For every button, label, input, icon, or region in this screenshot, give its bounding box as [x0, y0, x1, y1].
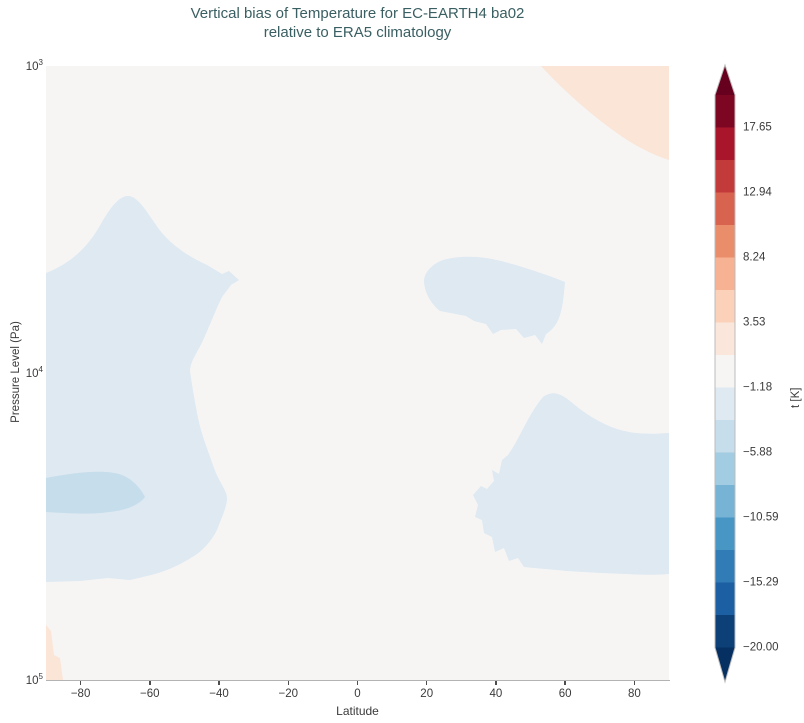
- contour-region-southern-cool-core: [46, 471, 145, 514]
- colorbar-band: [715, 452, 735, 486]
- colorbar-tick-label: 8.24: [743, 252, 766, 264]
- contour-region-south-polar-surface-warm: [46, 625, 63, 680]
- colorbar-band: [715, 322, 735, 356]
- colorbar-tick-label: 17.65: [743, 122, 772, 134]
- y-tick-label: 104: [25, 365, 43, 380]
- colorbar-tick-label: −1.18: [743, 382, 772, 394]
- colorbar-band: [715, 355, 735, 388]
- contour-region-northern-lower-cool: [473, 393, 669, 575]
- x-tick-label: 60: [558, 688, 572, 700]
- x-tick-mark: [79, 681, 82, 685]
- x-tick-label: −20: [278, 688, 299, 700]
- x-tick-label: 20: [420, 688, 434, 700]
- colorbar-label: t [K]: [790, 387, 802, 408]
- colorbar-band: [715, 615, 735, 648]
- colorbar-band: [715, 387, 735, 421]
- chart-title-line2: relative to ERA5 climatology: [263, 24, 452, 41]
- colorbar-outline: [714, 63, 736, 684]
- x-tick-mark: [633, 681, 636, 685]
- x-tick-label: −80: [70, 688, 91, 700]
- x-axis-spine: [46, 680, 670, 681]
- colorbar-band: [715, 582, 735, 616]
- x-tick-mark: [149, 681, 151, 685]
- colorbar-band: [715, 517, 735, 551]
- contour-region-north-polar-warm: [541, 66, 669, 160]
- colorbar-band: [715, 290, 735, 323]
- colorbar-band: [715, 160, 735, 193]
- colorbar-tick-label: 3.53: [743, 317, 765, 329]
- contour-plot-area: [46, 66, 669, 680]
- colorbar: 17.65 12.94 8.24 3.53 −1.18 −5.88 −10.59 −15.29…: [714, 63, 779, 684]
- x-tick-mark: [495, 681, 497, 685]
- colorbar-band: [715, 550, 735, 583]
- colorbar-band: [715, 225, 735, 258]
- x-tick-mark: [356, 681, 359, 685]
- colorbar-tick-label: −15.29: [743, 577, 779, 589]
- x-tick-mark: [287, 681, 290, 685]
- colorbar-band: [715, 420, 735, 453]
- x-tick-label: 40: [489, 688, 503, 700]
- x-tick-label: −40: [209, 688, 229, 700]
- y-tick-label: 105: [25, 672, 43, 687]
- colorbar-band: [715, 95, 735, 128]
- colorbar-over-arrow: [715, 65, 735, 95]
- x-tick-label: 0: [354, 688, 361, 700]
- chart-title-line1: Vertical bias of Temperature for EC-EART…: [190, 5, 525, 22]
- colorbar-under-arrow: [715, 647, 735, 682]
- x-tick-mark: [218, 681, 220, 685]
- colorbar-band: [715, 485, 735, 518]
- colorbar-tick-label: −5.88: [743, 447, 772, 459]
- x-tick-mark: [425, 681, 428, 685]
- contour-region-northern-upper-cool-patch: [424, 256, 565, 344]
- colorbar-tick-label: −10.59: [743, 512, 779, 524]
- colorbar-band: [715, 257, 735, 291]
- colorbar-band: [715, 127, 735, 161]
- chart-title: Vertical bias of Temperature for EC-EART…: [46, 4, 669, 42]
- x-tick-mark: [564, 681, 566, 685]
- colorbar-band: [715, 192, 735, 226]
- y-tick-label: 103: [25, 58, 43, 73]
- colorbar-tick-label: 12.94: [743, 187, 772, 199]
- x-axis-label: Latitude: [336, 704, 379, 718]
- x-tick-label: −60: [140, 688, 160, 700]
- colorbar-tick-label: −20.00: [743, 642, 779, 654]
- x-tick-label: 80: [627, 688, 641, 700]
